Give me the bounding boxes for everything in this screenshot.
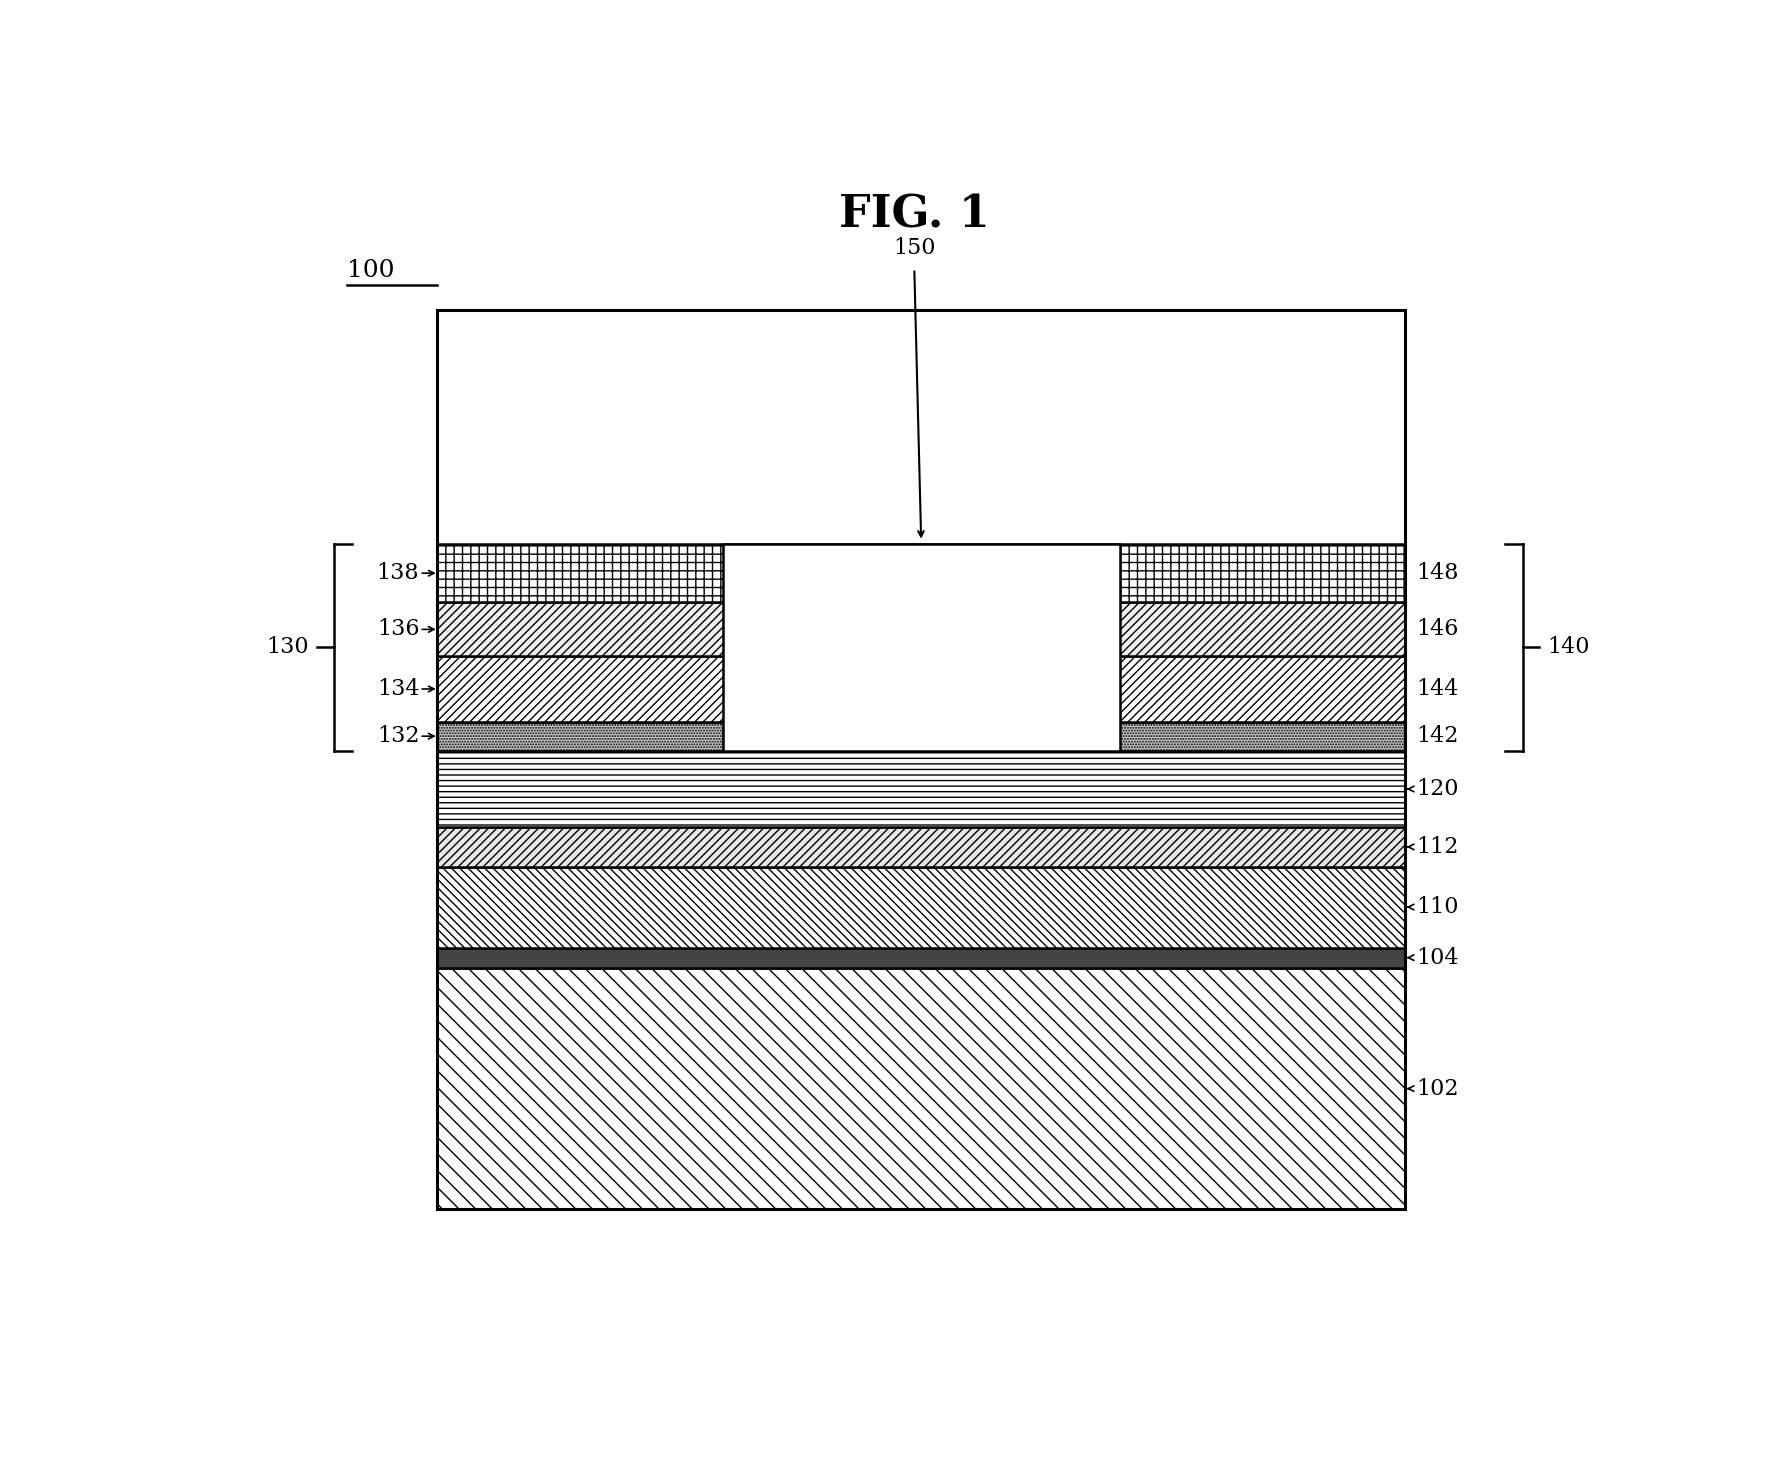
Text: 110: 110 xyxy=(1416,896,1459,918)
Bar xyxy=(437,867,1406,948)
Bar xyxy=(437,750,1406,828)
Text: 142: 142 xyxy=(1416,726,1459,748)
Bar xyxy=(437,603,1406,657)
Bar xyxy=(437,828,1406,867)
Bar xyxy=(437,310,1406,1209)
Text: 140: 140 xyxy=(1547,637,1590,658)
Bar xyxy=(723,545,1120,750)
Text: 148: 148 xyxy=(1416,562,1459,584)
Text: 136: 136 xyxy=(376,619,419,641)
Text: 130: 130 xyxy=(266,637,309,658)
Text: FIG. 1: FIG. 1 xyxy=(838,193,990,237)
Text: 132: 132 xyxy=(376,726,419,748)
Text: 150: 150 xyxy=(894,238,935,260)
Bar xyxy=(437,968,1406,1209)
Bar xyxy=(437,657,1406,721)
Text: 134: 134 xyxy=(376,677,419,699)
Bar xyxy=(437,721,1406,750)
Text: 104: 104 xyxy=(1416,946,1459,968)
Bar xyxy=(437,545,1406,603)
Text: 144: 144 xyxy=(1416,677,1459,699)
Text: 100: 100 xyxy=(348,258,394,282)
Bar xyxy=(437,948,1406,968)
Text: 146: 146 xyxy=(1416,619,1459,641)
Text: 138: 138 xyxy=(376,562,419,584)
Text: 120: 120 xyxy=(1416,778,1459,800)
Text: 112: 112 xyxy=(1416,837,1459,858)
Text: 102: 102 xyxy=(1416,1077,1459,1099)
